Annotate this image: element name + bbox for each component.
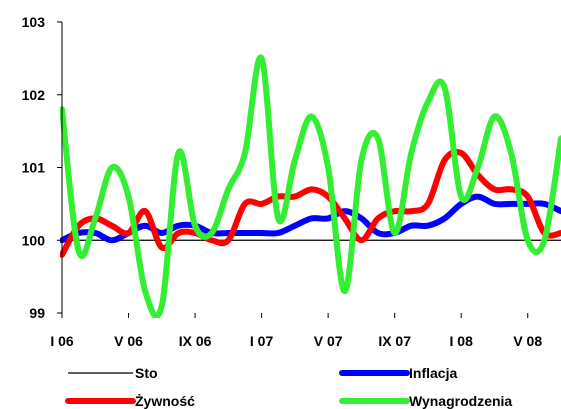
x-tick-label: I 06 (50, 333, 74, 349)
x-tick-label: IX 07 (378, 333, 411, 349)
legend-label: Inflacja (409, 365, 457, 381)
legend-label: Wynagrodzenia (409, 393, 512, 409)
y-tick-label: 99 (29, 305, 45, 321)
y-tick-label: 100 (22, 232, 46, 248)
x-tick-label: V 06 (114, 333, 143, 349)
legend-label: Sto (135, 365, 158, 381)
x-tick-label: IX 06 (179, 333, 212, 349)
x-tick-label: I 08 (450, 333, 474, 349)
y-tick-label: 103 (22, 14, 46, 30)
y-tick-label: 101 (22, 160, 46, 176)
legend-label: Żywność (135, 393, 195, 409)
x-tick-label: V 07 (314, 333, 343, 349)
x-tick-label: V 08 (513, 333, 542, 349)
y-tick-label: 102 (22, 87, 46, 103)
x-tick-label: I 07 (250, 333, 274, 349)
